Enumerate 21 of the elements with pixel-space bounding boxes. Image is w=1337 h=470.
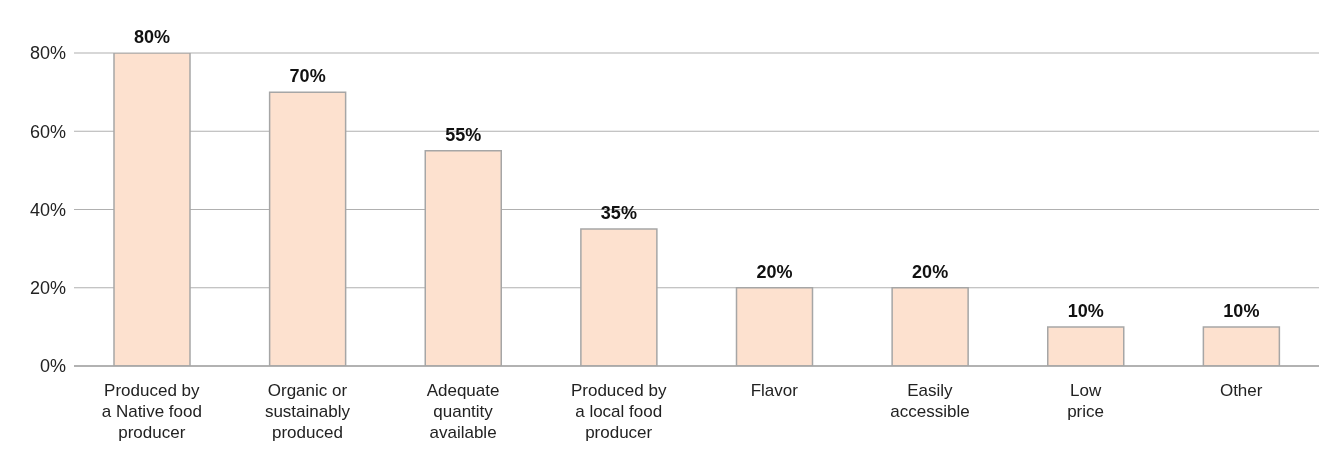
data-label: 80% bbox=[133, 27, 171, 47]
data-label: 20% bbox=[912, 261, 949, 282]
data-label: 10% bbox=[1067, 300, 1104, 321]
data-label: 70% bbox=[289, 66, 326, 87]
x-tick-label: Easily accessible bbox=[890, 381, 970, 421]
x-tick-label: Produced by a local food producer bbox=[570, 381, 667, 442]
x-tick-label: Low price bbox=[1067, 381, 1104, 421]
x-tick-label: Other bbox=[1219, 381, 1263, 400]
y-tick-label: 60% bbox=[29, 121, 66, 142]
y-tick-label: 0% bbox=[39, 356, 66, 377]
data-label: 20% bbox=[756, 261, 793, 282]
data-label: 10% bbox=[1223, 300, 1260, 321]
y-tick-label: 40% bbox=[29, 199, 66, 220]
data-label: 35% bbox=[600, 203, 637, 224]
y-tick-label: 80% bbox=[29, 43, 66, 64]
x-tick-label: Organic or sustainably produced bbox=[264, 381, 351, 442]
x-tick-label: Produced by a Native food producer bbox=[101, 381, 202, 442]
data-label: 55% bbox=[445, 124, 482, 145]
x-tick-label: Adequate quantity available bbox=[426, 381, 500, 442]
y-tick-label: 20% bbox=[29, 278, 66, 299]
x-tick-label: Flavor bbox=[750, 381, 799, 400]
